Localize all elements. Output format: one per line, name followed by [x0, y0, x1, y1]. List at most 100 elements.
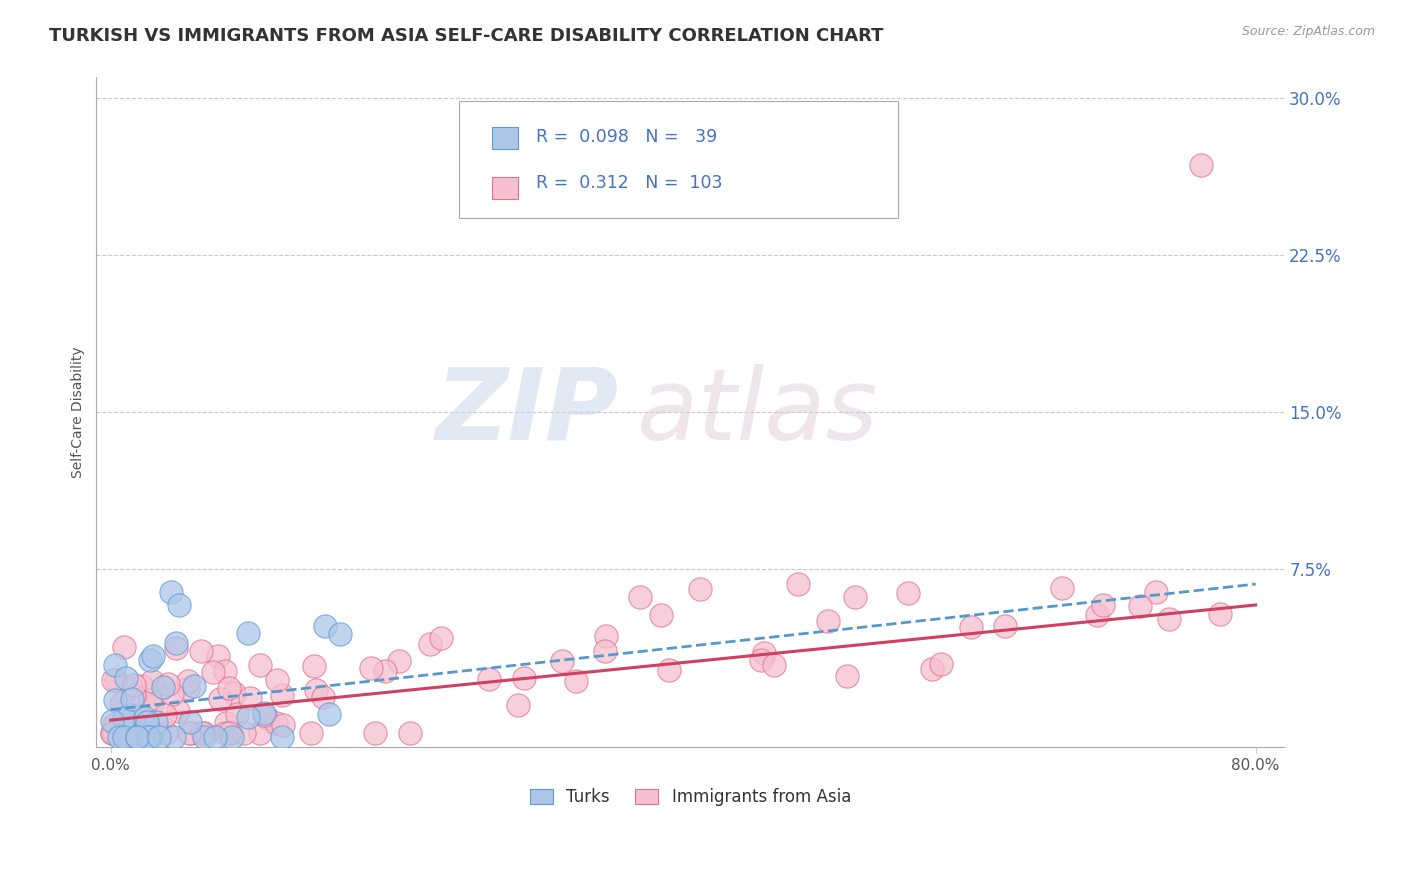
Immigrants from Asia	[364, 725, 387, 739]
Turks	[135, 714, 157, 729]
Immigrants from Asia	[302, 658, 325, 673]
Immigrants from Asia	[593, 644, 616, 658]
Immigrants from Asia	[512, 671, 534, 685]
Text: atlas: atlas	[637, 364, 879, 461]
Immigrants from Asia	[118, 722, 141, 736]
Turks	[238, 625, 260, 640]
Immigrants from Asia	[103, 725, 125, 739]
Immigrants from Asia	[143, 725, 166, 739]
Turks	[114, 671, 136, 685]
Turks	[142, 648, 165, 663]
Immigrants from Asia	[225, 707, 247, 722]
FancyBboxPatch shape	[492, 177, 517, 199]
Immigrants from Asia	[249, 658, 271, 673]
Immigrants from Asia	[299, 725, 322, 739]
Turks	[329, 627, 352, 641]
Turks	[103, 693, 125, 707]
Immigrants from Asia	[190, 644, 212, 658]
Immigrants from Asia	[844, 590, 866, 604]
Immigrants from Asia	[101, 673, 124, 688]
Immigrants from Asia	[658, 663, 681, 677]
Immigrants from Asia	[115, 725, 138, 739]
Turks	[139, 730, 162, 744]
Turks	[108, 730, 131, 744]
Immigrants from Asia	[374, 664, 396, 678]
Turks	[127, 730, 149, 744]
Immigrants from Asia	[207, 648, 229, 663]
Immigrants from Asia	[155, 725, 177, 739]
Immigrants from Asia	[271, 688, 294, 702]
Immigrants from Asia	[222, 686, 245, 700]
FancyBboxPatch shape	[492, 127, 517, 149]
Immigrants from Asia	[786, 577, 808, 591]
Text: Source: ZipAtlas.com: Source: ZipAtlas.com	[1241, 25, 1375, 38]
Immigrants from Asia	[749, 653, 772, 667]
Immigrants from Asia	[208, 691, 231, 706]
Immigrants from Asia	[180, 725, 202, 739]
Immigrants from Asia	[153, 708, 176, 723]
Turks	[112, 711, 135, 725]
Immigrants from Asia	[111, 725, 134, 739]
Immigrants from Asia	[138, 692, 160, 706]
Immigrants from Asia	[360, 660, 382, 674]
Turks	[314, 619, 336, 633]
Turks	[179, 715, 201, 730]
Turks	[121, 692, 143, 706]
Immigrants from Asia	[131, 679, 153, 693]
Immigrants from Asia	[897, 585, 920, 599]
Immigrants from Asia	[266, 673, 288, 688]
Immigrants from Asia	[565, 673, 588, 688]
Turks	[145, 715, 167, 730]
Immigrants from Asia	[177, 725, 200, 739]
Immigrants from Asia	[176, 673, 198, 688]
Immigrants from Asia	[124, 678, 146, 692]
Immigrants from Asia	[1144, 585, 1167, 599]
Immigrants from Asia	[239, 691, 262, 706]
Immigrants from Asia	[139, 699, 162, 714]
Immigrants from Asia	[312, 690, 335, 704]
Immigrants from Asia	[156, 677, 179, 691]
Immigrants from Asia	[103, 718, 125, 732]
Immigrants from Asia	[110, 697, 132, 711]
Immigrants from Asia	[112, 712, 135, 726]
Immigrants from Asia	[253, 708, 276, 723]
Turks	[183, 679, 205, 693]
Immigrants from Asia	[929, 657, 952, 671]
Turks	[120, 707, 142, 722]
Immigrants from Asia	[1092, 598, 1115, 612]
Immigrants from Asia	[273, 718, 295, 732]
FancyBboxPatch shape	[458, 101, 898, 219]
Turks	[127, 730, 149, 744]
Turks	[163, 730, 186, 744]
Immigrants from Asia	[595, 629, 617, 643]
Immigrants from Asia	[398, 725, 420, 739]
Turks	[152, 680, 174, 694]
Immigrants from Asia	[266, 715, 288, 730]
Turks	[318, 706, 340, 721]
Immigrants from Asia	[388, 654, 411, 668]
Immigrants from Asia	[1159, 612, 1181, 626]
Text: R =  0.312   N =  103: R = 0.312 N = 103	[536, 174, 723, 193]
Immigrants from Asia	[214, 665, 236, 679]
Immigrants from Asia	[628, 590, 651, 604]
Y-axis label: Self-Care Disability: Self-Care Disability	[72, 347, 86, 478]
Immigrants from Asia	[214, 725, 236, 739]
Turks	[148, 730, 170, 744]
Text: ZIP: ZIP	[436, 364, 619, 461]
Turks	[159, 585, 181, 599]
Turks	[136, 730, 159, 744]
Immigrants from Asia	[1189, 158, 1212, 172]
Turks	[271, 730, 294, 744]
Immigrants from Asia	[103, 725, 125, 739]
Immigrants from Asia	[122, 723, 145, 738]
Immigrants from Asia	[233, 725, 256, 739]
Turks	[117, 730, 139, 744]
Immigrants from Asia	[101, 725, 124, 739]
Turks	[204, 730, 226, 744]
Immigrants from Asia	[508, 698, 530, 712]
Turks	[134, 711, 156, 725]
Turks	[165, 636, 187, 650]
Immigrants from Asia	[551, 654, 574, 668]
Immigrants from Asia	[994, 618, 1017, 632]
Immigrants from Asia	[478, 672, 501, 686]
